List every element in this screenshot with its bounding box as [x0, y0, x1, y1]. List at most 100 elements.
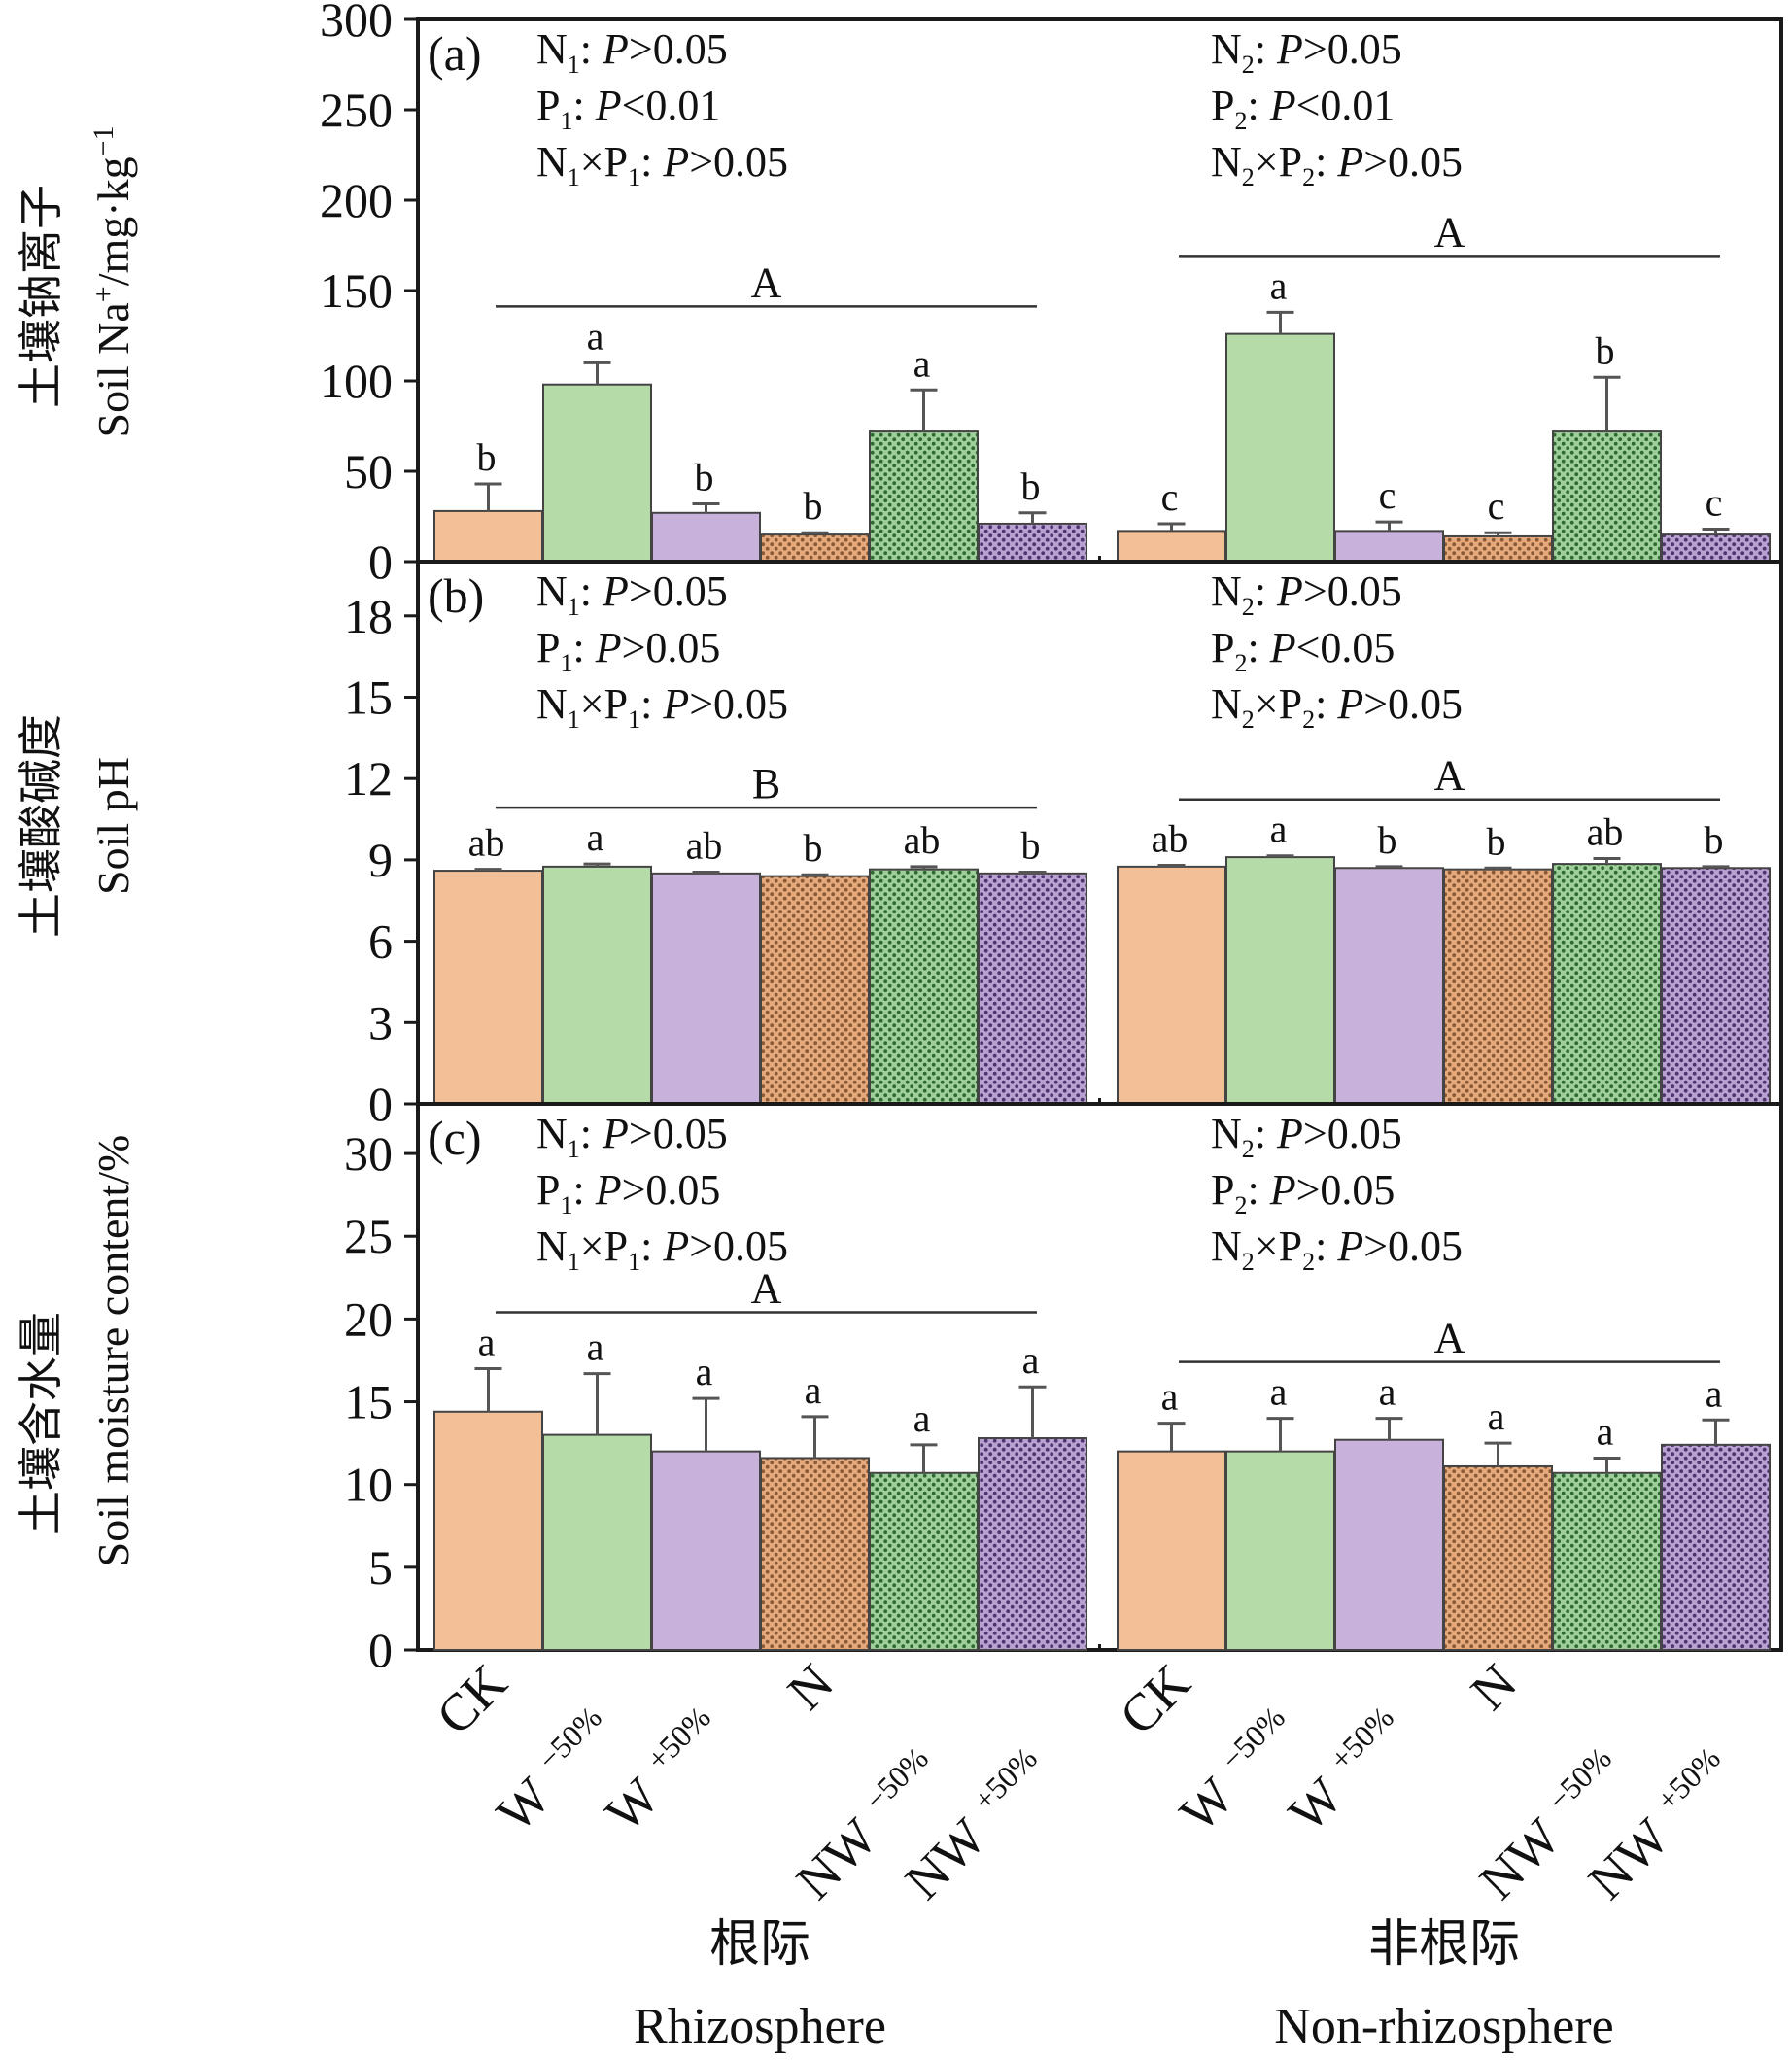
y-tick-label: 0 [368, 1623, 393, 1677]
stat-colon: : [1255, 1110, 1277, 1157]
group-label-nonrhizo-zh: 非根际 [1368, 1917, 1520, 1973]
stat-annotation: N1×P1: P>0.05 [536, 1222, 788, 1276]
stat-subscript: 1 [568, 1135, 580, 1163]
ylabel-a-zh: 土壤钠离子 [17, 185, 66, 408]
group-significance-letter: A [1434, 1315, 1465, 1362]
stat-annotation: P1: P<0.01 [536, 82, 720, 135]
stat-subscript: 2 [1242, 705, 1255, 734]
y-tick-label: 12 [344, 751, 393, 806]
stat-subscript: 1 [568, 705, 580, 734]
stat-p-value: >0.05 [689, 680, 788, 728]
x-tick-base: NW [894, 1807, 997, 1910]
stat-subscript: 1 [568, 593, 580, 621]
y-tick-label: 200 [320, 173, 393, 227]
group-significance-letter: A [1434, 208, 1465, 256]
stat-annotation: N2: P>0.05 [1211, 1110, 1402, 1163]
significance-letter: b [695, 455, 714, 498]
stat-factor: P [1211, 82, 1234, 129]
stat-p-value: >0.05 [1363, 1222, 1463, 1270]
stat-colon: : [572, 82, 595, 129]
bar [1117, 865, 1226, 1105]
stat-subscript: 1 [560, 649, 572, 677]
group-significance-letter: A [751, 258, 782, 306]
stat-p-value: >0.05 [689, 138, 788, 186]
ylabel-a-en-main: Soil Na [88, 302, 138, 437]
stat-colon: : [1315, 1222, 1337, 1270]
bar [1225, 856, 1335, 1105]
y-tick-label: 18 [344, 589, 393, 643]
x-tick-label: W+50% [1275, 1700, 1419, 1843]
significance-letter: a [1022, 1338, 1040, 1382]
stat-p-value: >0.05 [689, 1222, 788, 1270]
bar [1117, 1450, 1226, 1651]
x-tick-subscript: −50% [1540, 1740, 1618, 1818]
stat-p: P [662, 680, 689, 728]
y-tick-label: 100 [320, 354, 393, 408]
bar [1443, 868, 1553, 1105]
bar [760, 875, 870, 1106]
x-tick-subscript: −50% [531, 1700, 608, 1777]
stat-p: P [1269, 1166, 1296, 1214]
stat-colon: : [572, 624, 595, 671]
stat-subscript: 1 [568, 51, 580, 79]
significance-letter: c [1161, 475, 1179, 519]
stat-annotation: N1: P>0.05 [536, 567, 728, 621]
y-tick-label: 50 [344, 444, 393, 498]
bar [1225, 1450, 1335, 1651]
stat-factor-2: ×P [580, 680, 628, 728]
stat-colon: : [1315, 138, 1337, 186]
significance-letter: a [1161, 1375, 1179, 1419]
y-tick-label: 25 [344, 1209, 393, 1263]
stat-annotation: N2×P2: P>0.05 [1211, 680, 1463, 734]
stat-subscript: 2 [1234, 107, 1247, 135]
bar [651, 511, 761, 564]
stat-p: P [1269, 624, 1296, 671]
significance-letter: c [1706, 481, 1723, 525]
stat-factor-2: ×P [1255, 1222, 1302, 1270]
stat-factor-2: ×P [580, 138, 628, 186]
stat-factor: N [536, 1110, 568, 1157]
y-tick-label: 5 [368, 1540, 393, 1595]
stat-annotation: N2: P>0.05 [1211, 567, 1402, 621]
bar [869, 430, 979, 563]
significance-letter: a [913, 1396, 931, 1440]
stat-subscript: 1 [560, 107, 572, 135]
stat-p: P [662, 1222, 689, 1270]
significance-letter: a [1379, 1370, 1396, 1414]
significance-letter: b [804, 484, 823, 528]
y-tick-label: 3 [368, 995, 393, 1049]
bar [1225, 332, 1335, 564]
bar [1443, 534, 1553, 564]
x-tick-subscript: +50% [639, 1700, 717, 1777]
significance-letter: ab [904, 818, 941, 862]
x-tick-base: CK [1109, 1653, 1201, 1745]
bar [1552, 863, 1662, 1106]
stat-annotation: P1: P>0.05 [536, 1166, 720, 1220]
stat-p-value: >0.05 [1363, 138, 1463, 186]
significance-letter: a [587, 815, 604, 859]
x-tick-subscript: +50% [966, 1740, 1044, 1818]
group-significance-letter: A [1434, 752, 1465, 800]
bar [651, 1450, 761, 1651]
stat-p: P [1336, 138, 1363, 186]
stat-colon: : [1247, 1166, 1269, 1214]
ylabel-b-en: Soil pH [88, 757, 138, 895]
stat-p-value: >0.05 [1363, 680, 1463, 728]
stat-p-value: >0.05 [622, 1166, 721, 1214]
bar [978, 522, 1087, 564]
stat-p: P [662, 138, 689, 186]
stat-subscript-2: 1 [628, 1248, 640, 1276]
stat-p: P [602, 25, 629, 73]
stat-colon: : [1247, 82, 1269, 129]
significance-letter: b [1021, 464, 1041, 508]
y-tick-label: 6 [368, 914, 393, 969]
significance-letter: a [1270, 263, 1288, 307]
ylabel-a-en-unit: /mg·kg [88, 156, 138, 286]
significance-letter: b [1487, 819, 1506, 863]
stat-annotation: N2: P>0.05 [1211, 25, 1402, 79]
bar [1552, 1471, 1662, 1651]
x-tick-base: W [1169, 1767, 1245, 1842]
bar [433, 509, 543, 563]
